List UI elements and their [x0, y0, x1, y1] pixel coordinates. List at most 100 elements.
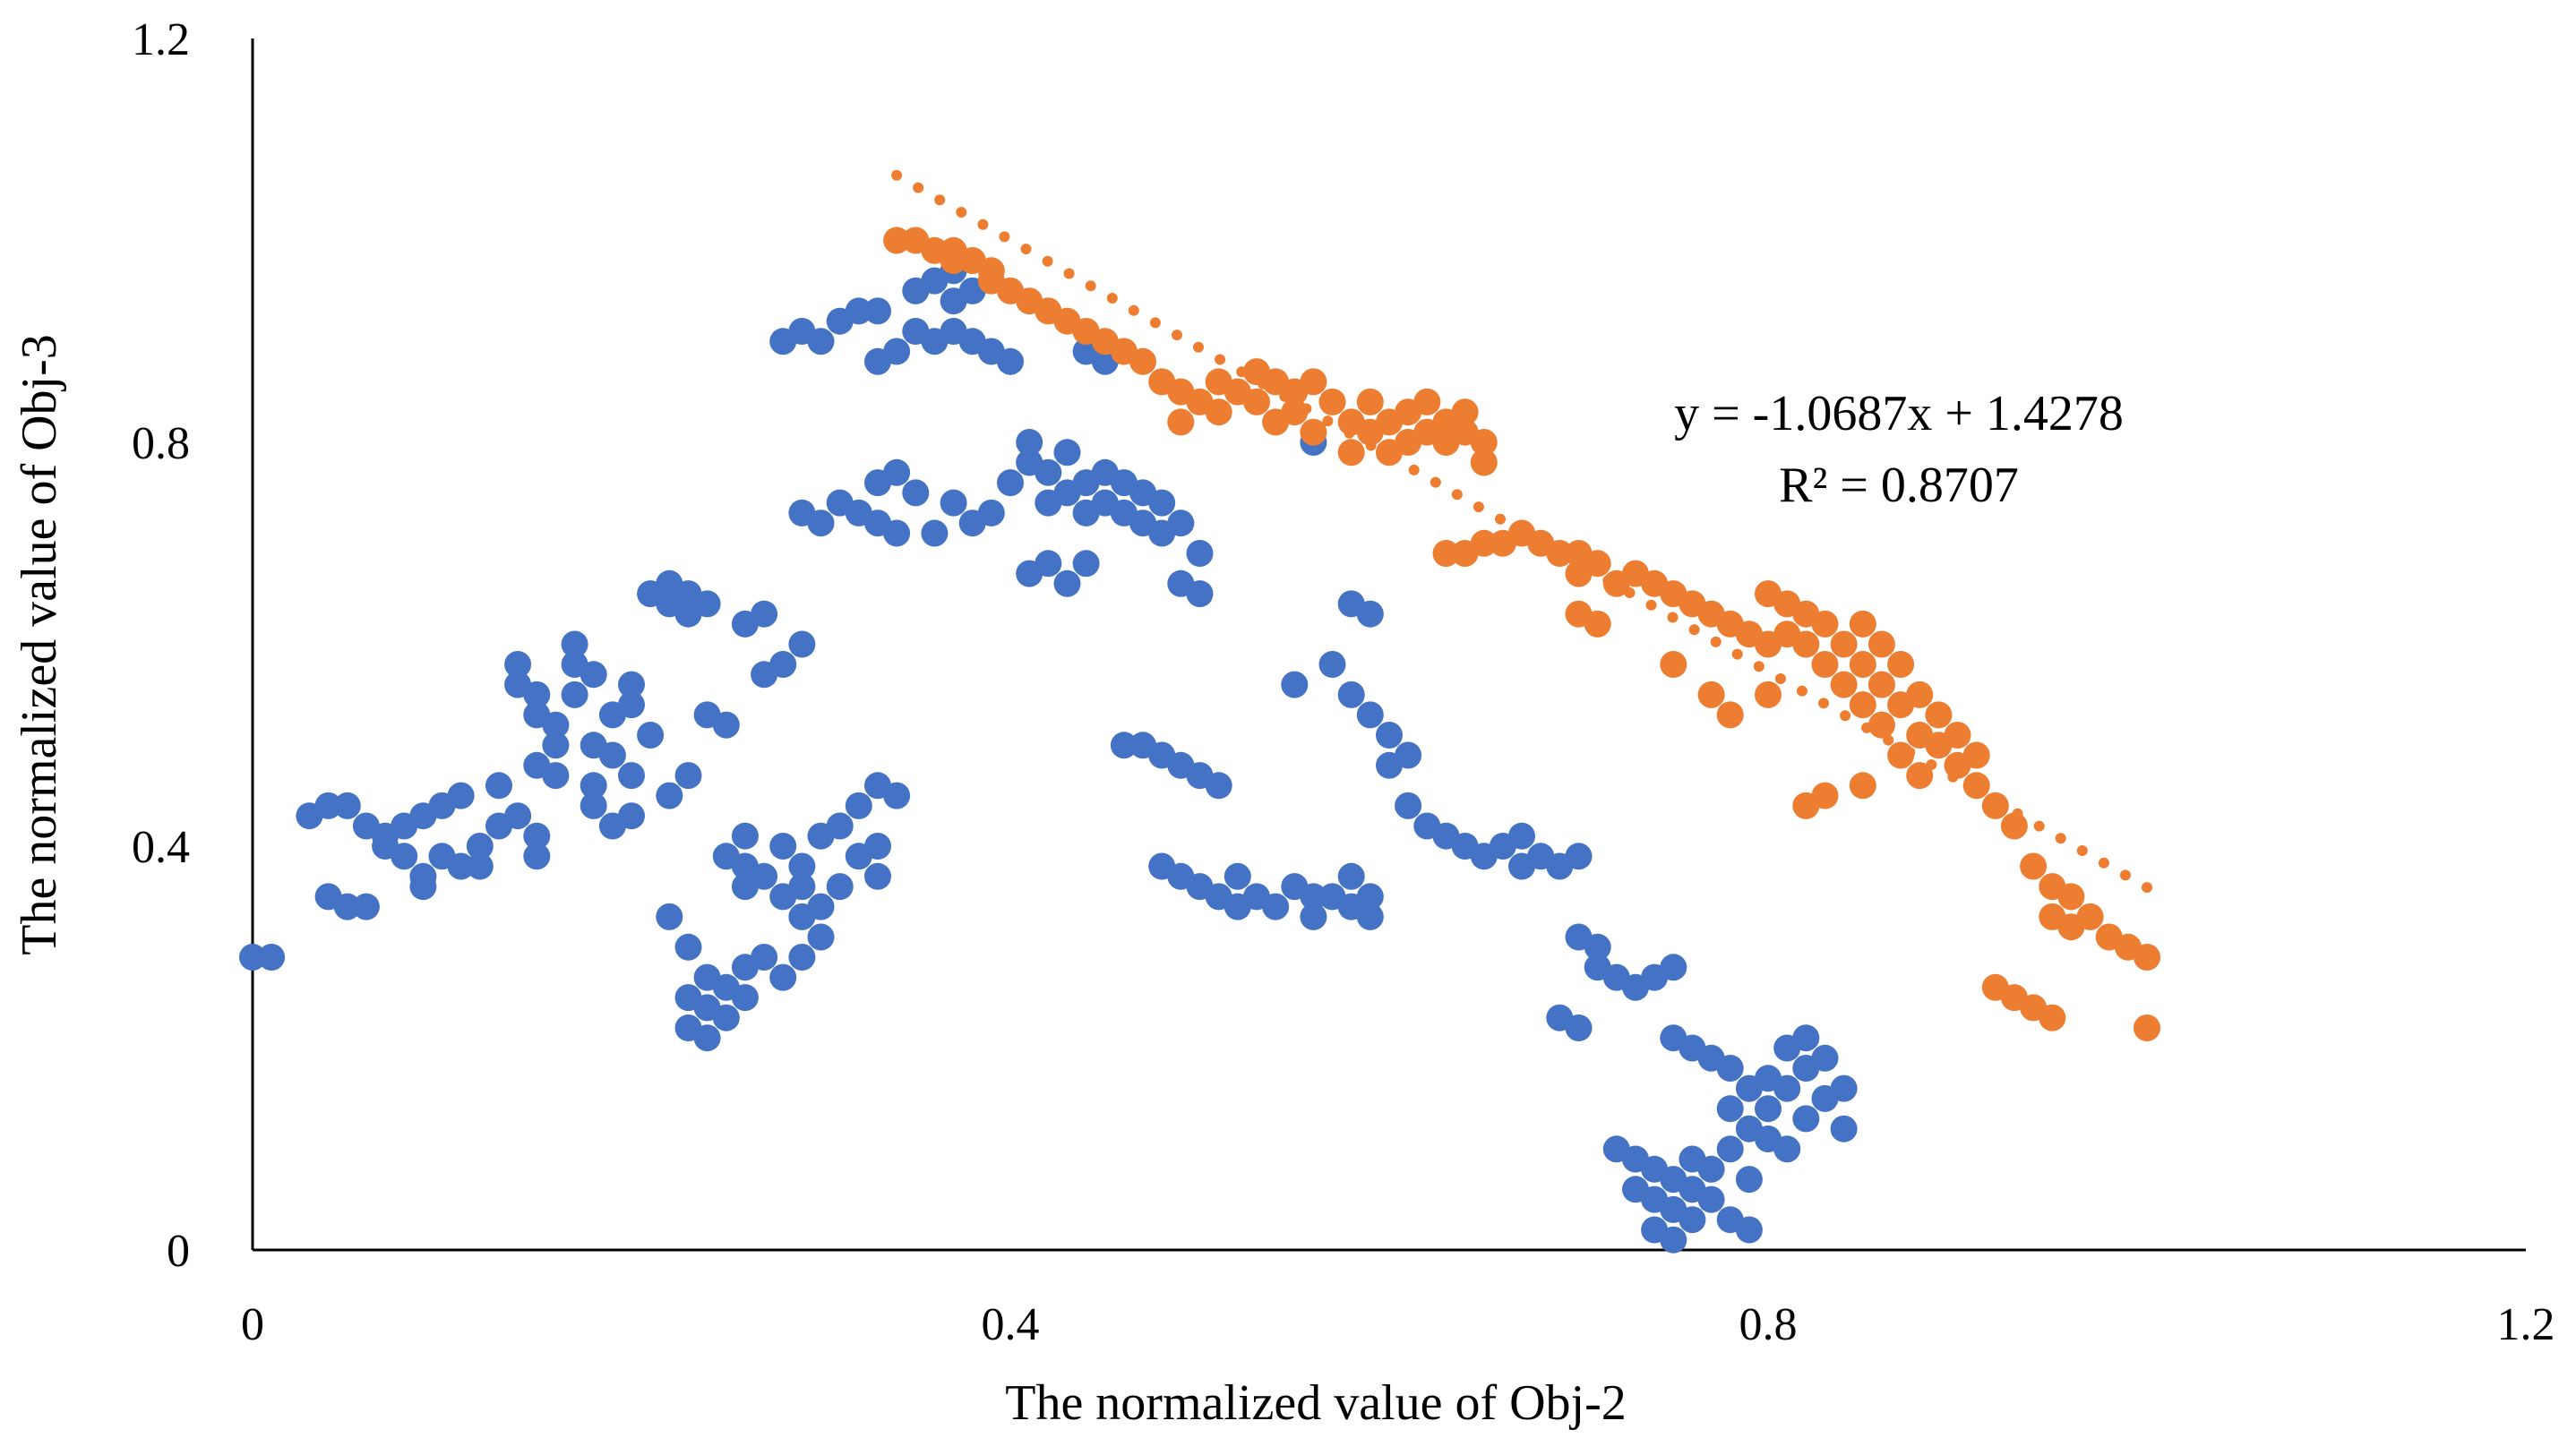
data-point — [618, 762, 645, 790]
data-point — [1300, 883, 1327, 911]
trendline-dot — [1408, 464, 1420, 475]
data-point — [1584, 933, 1611, 961]
data-point — [674, 762, 702, 790]
trendline-dot — [2033, 820, 2045, 832]
data-point — [1849, 651, 1876, 678]
data-point — [466, 852, 494, 880]
data-point — [1356, 701, 1384, 729]
data-point — [940, 489, 967, 517]
data-point — [674, 933, 702, 961]
data-point — [807, 328, 835, 355]
x-axis-title: The normalized value of Obj-2 — [1005, 1375, 1627, 1431]
data-point — [2076, 903, 2104, 930]
trendline-dot — [1559, 550, 1571, 561]
trendline-dot — [1149, 317, 1161, 329]
data-point — [940, 247, 967, 274]
data-point — [1584, 610, 1611, 638]
data-point — [656, 782, 683, 809]
data-point — [1697, 680, 1725, 708]
trendline-dot — [934, 194, 946, 206]
data-point — [1830, 630, 1858, 658]
data-point — [314, 792, 342, 819]
trendline-dot — [1451, 489, 1463, 501]
trendline-dot — [1344, 427, 1355, 439]
trendline-dot — [1990, 796, 2002, 808]
data-point — [731, 822, 759, 850]
data-point — [1868, 671, 1895, 698]
data-point — [1395, 741, 1422, 769]
data-point — [1432, 540, 1460, 567]
data-point — [1660, 1226, 1687, 1254]
trendline-dot — [1193, 341, 1204, 353]
trendline-dot — [1840, 710, 1851, 722]
data-point — [1053, 569, 1081, 597]
data-point — [751, 862, 778, 890]
data-point — [1773, 1135, 1801, 1163]
data-point — [637, 722, 665, 749]
data-point — [2000, 812, 2028, 840]
data-point — [883, 519, 911, 547]
data-point — [1035, 458, 1062, 486]
data-point — [712, 711, 740, 739]
data-point — [751, 600, 778, 628]
trendline — [891, 169, 2152, 894]
trendline-r-squared: R² = 0.8707 — [1779, 458, 2019, 513]
data-point — [1811, 651, 1839, 678]
data-point — [883, 227, 911, 254]
data-point — [1716, 701, 1744, 729]
data-point — [1072, 550, 1100, 578]
data-point — [2057, 883, 2085, 911]
x-tick-label: 1.2 — [2497, 1299, 2555, 1350]
trendline-dot — [1258, 378, 1269, 389]
data-point — [1830, 1115, 1858, 1143]
trendline-dot — [1796, 685, 1807, 697]
data-point — [580, 792, 607, 819]
data-point — [1811, 782, 1839, 809]
trendline-dot — [2142, 882, 2152, 894]
data-point — [542, 762, 570, 790]
data-point — [2134, 1014, 2160, 1041]
data-point — [1281, 398, 1309, 426]
data-point — [1337, 862, 1365, 890]
data-point — [864, 297, 891, 325]
trendline-dot — [1301, 403, 1312, 415]
trendline-dot — [1688, 624, 1700, 636]
data-point — [1508, 822, 1535, 850]
data-point — [864, 833, 891, 860]
data-point — [2039, 1004, 2066, 1031]
data-point — [1318, 651, 1346, 678]
data-point — [1148, 489, 1176, 517]
trendline-dot — [1904, 747, 1916, 758]
trendline-dot — [1624, 587, 1636, 598]
data-point — [883, 338, 911, 365]
trendline-dot — [2076, 845, 2088, 856]
data-point — [1716, 1135, 1744, 1163]
data-point — [1792, 1024, 1820, 1052]
data-point — [1224, 862, 1251, 890]
data-point — [1337, 680, 1365, 708]
data-point — [1262, 893, 1290, 920]
data-point — [751, 944, 778, 971]
data-point — [1906, 762, 1934, 790]
data-points — [239, 227, 2160, 1254]
data-point — [826, 812, 854, 840]
data-point — [1697, 1155, 1725, 1183]
data-point — [1395, 792, 1422, 819]
trendline-dot — [1430, 476, 1441, 488]
data-point — [447, 782, 475, 809]
data-point — [1053, 439, 1081, 466]
data-point — [1470, 529, 1498, 557]
data-point — [1697, 1185, 1725, 1213]
trendline-dot — [1861, 722, 1873, 733]
data-point — [1849, 610, 1876, 638]
data-point — [845, 297, 872, 325]
trendline-dot — [2098, 857, 2109, 869]
data-point — [1205, 398, 1232, 426]
data-point — [1318, 388, 1346, 415]
trendline-dot — [1085, 280, 1096, 292]
data-point — [1356, 883, 1384, 911]
data-point — [618, 802, 645, 830]
data-point — [1811, 610, 1839, 638]
trendline-dot — [2119, 869, 2131, 881]
trendline-dot — [1667, 612, 1679, 623]
